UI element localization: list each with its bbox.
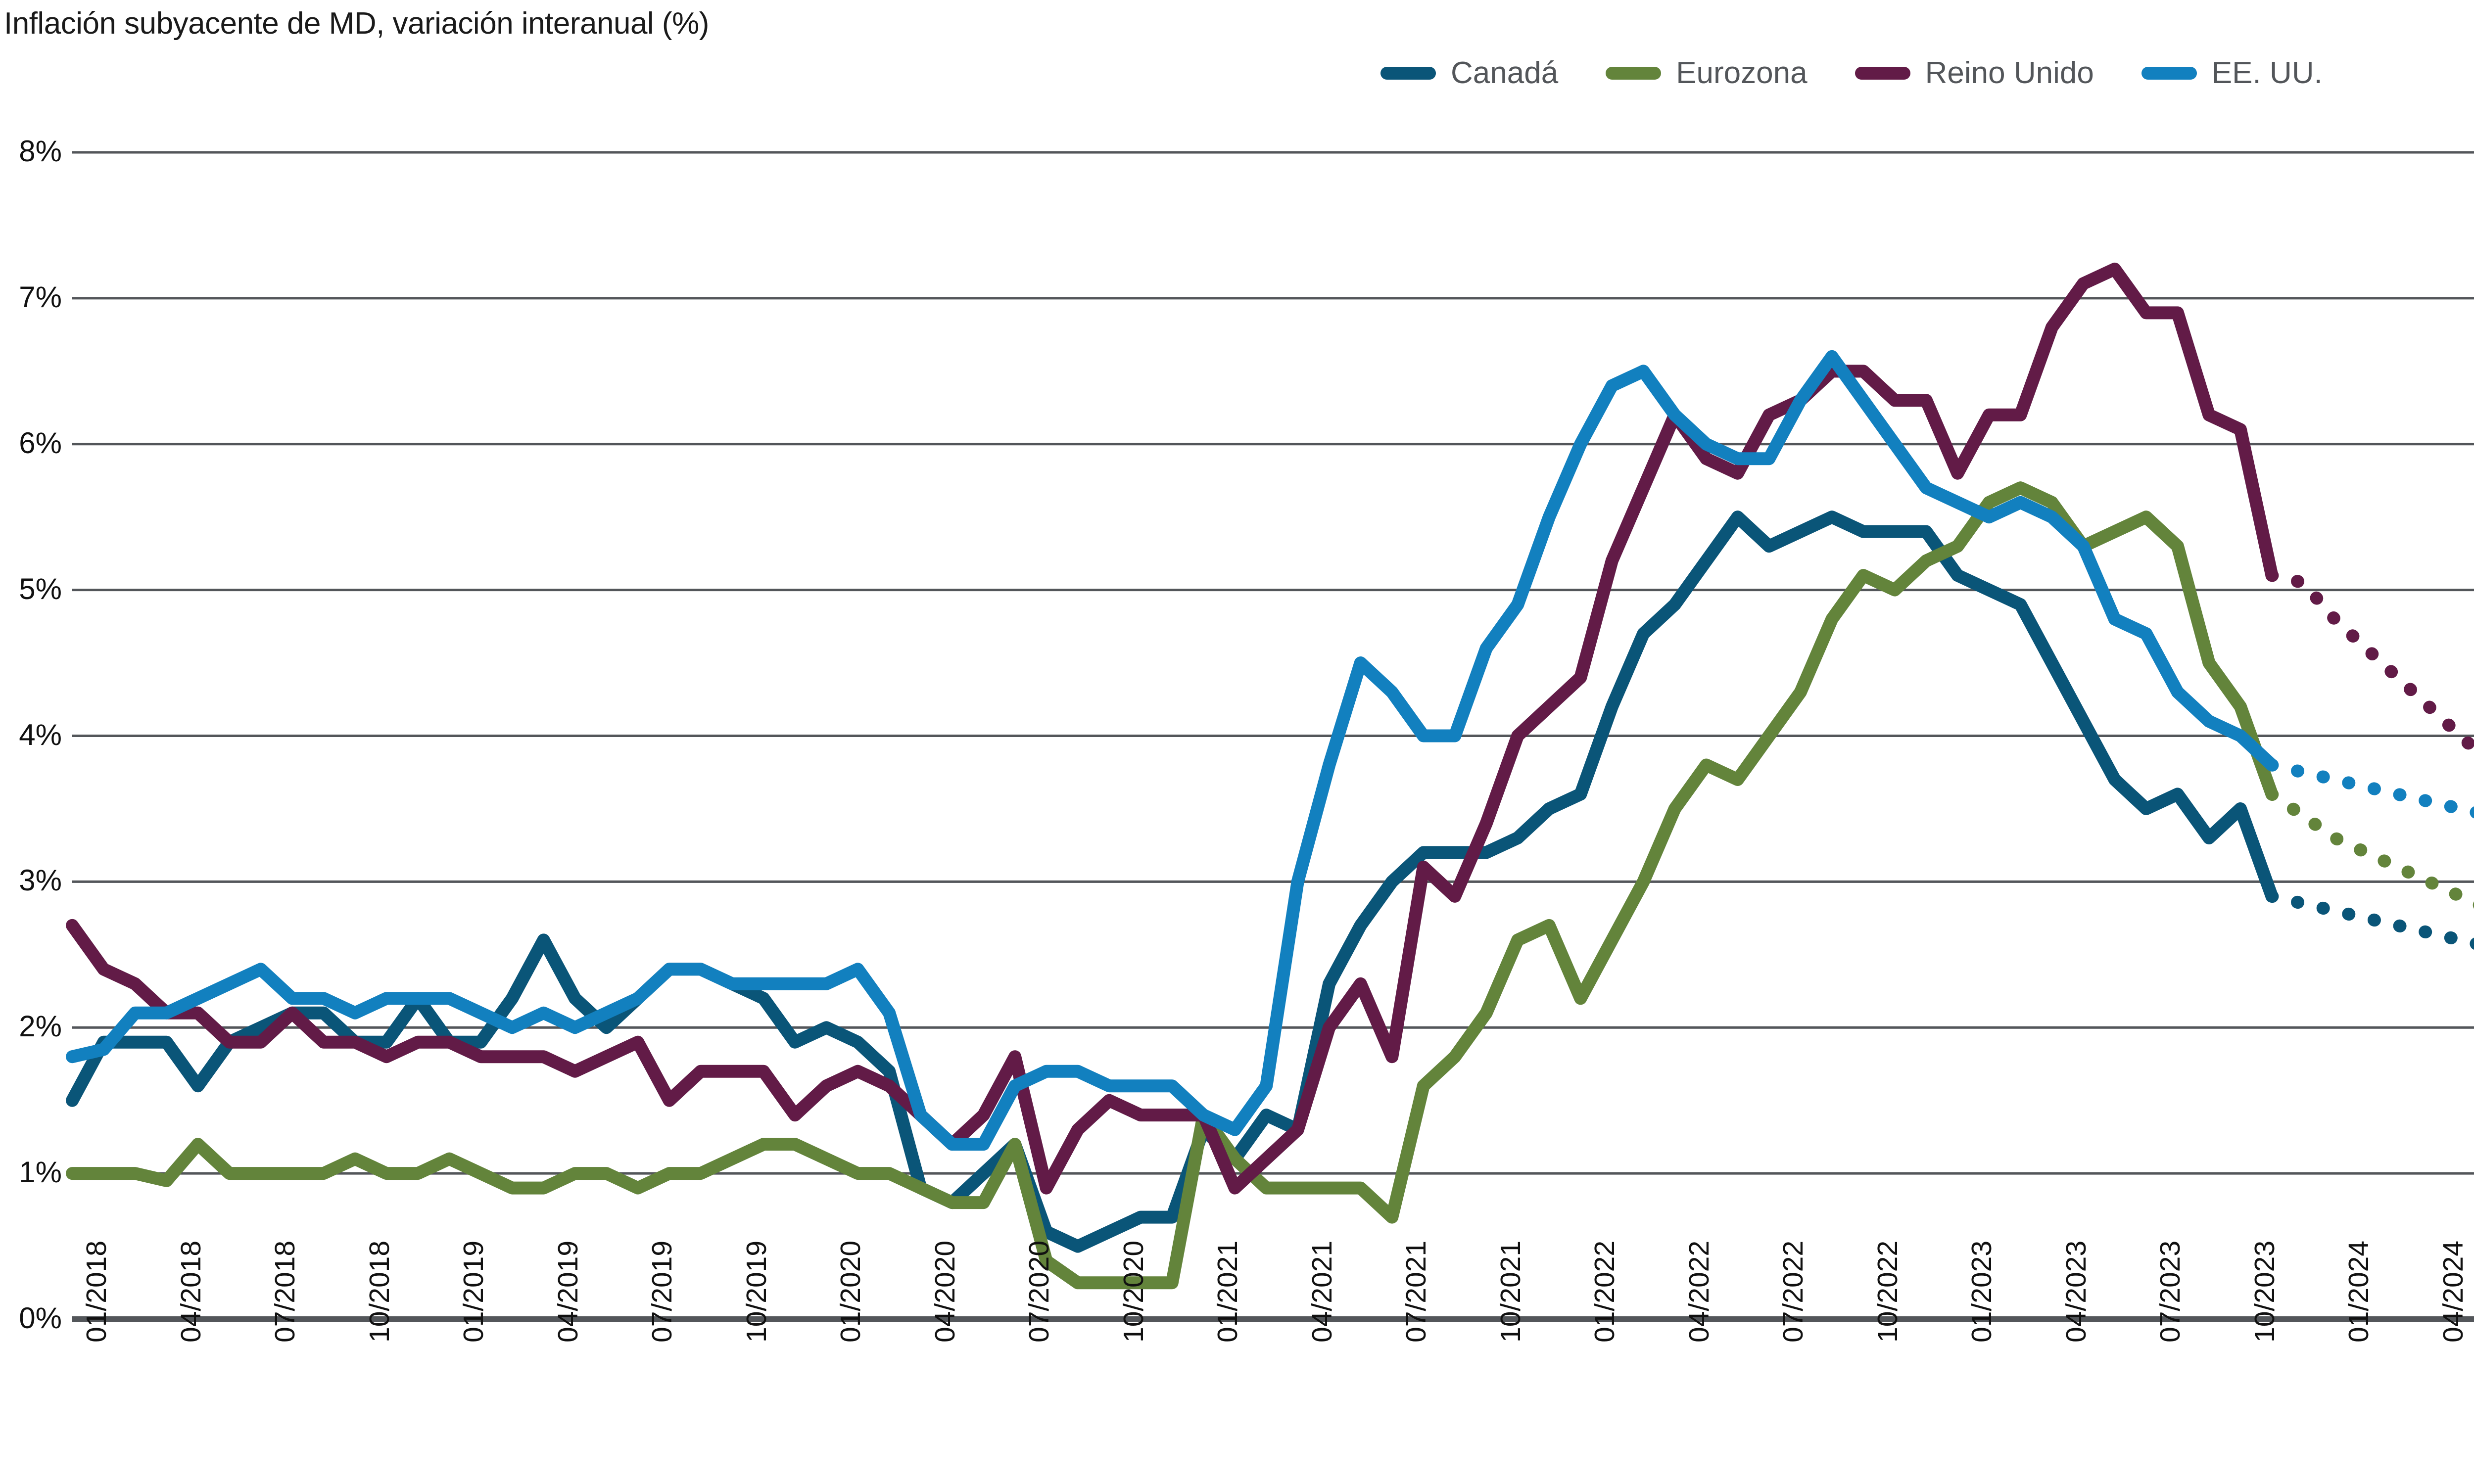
y-axis-tick-label: 2% (19, 1010, 62, 1043)
legend-item-canada[interactable]: Canadá (1380, 53, 1558, 93)
series-line-canad- (66, 510, 2279, 1253)
x-axis-tick-label: 01/2023 (1966, 1240, 1998, 1343)
legend-item-label: Eurozona (1676, 56, 1808, 90)
y-axis-tick-label: 1% (19, 1156, 62, 1189)
x-axis-tick-label: 04/2021 (1306, 1240, 1338, 1343)
series-forecast-canad- (2265, 889, 2474, 950)
y-axis-tick-label: 5% (19, 572, 62, 605)
x-axis-tick-label: 07/2022 (1777, 1240, 1809, 1343)
legend-item-ee_uu[interactable]: EE. UU. (2141, 53, 2323, 93)
x-axis-tick-label: 10/2019 (740, 1240, 772, 1343)
y-axis-tick-label: 3% (19, 864, 62, 897)
y-axis-tick-label: 0% (19, 1301, 62, 1335)
x-axis-tick-label: 04/2022 (1683, 1240, 1715, 1343)
x-axis-tick-label: 10/2018 (363, 1240, 395, 1343)
y-axis-tick-label: 4% (19, 718, 62, 751)
y-axis-tick-label: 6% (19, 426, 62, 460)
legend-swatch-icon (2141, 67, 2197, 80)
legend-swatch-icon (1855, 67, 1910, 80)
legend-swatch-icon (1380, 67, 1436, 80)
page-title: Inflación subyacente de MD, variación in… (4, 6, 709, 41)
x-axis-tick-label: 04/2020 (929, 1240, 961, 1343)
y-axis-tick-label: 7% (19, 280, 62, 314)
x-axis-tick-label: 10/2022 (1871, 1240, 1903, 1343)
x-axis-tick-label: 01/2020 (835, 1240, 867, 1343)
x-axis-tick-label: 07/2021 (1400, 1240, 1432, 1343)
x-axis-tick-label: 07/2023 (2154, 1240, 2187, 1343)
x-axis-tick-label: 01/2024 (2343, 1240, 2375, 1343)
series-line-ee-uu- (66, 350, 2279, 1151)
x-axis-tick-label: 01/2019 (458, 1240, 490, 1343)
y-axis-tick-label: 8% (19, 135, 62, 168)
legend-swatch-icon (1606, 67, 1662, 80)
legend-item-label: Reino Unido (1925, 56, 2094, 90)
legend-item-label: EE. UU. (2211, 56, 2323, 90)
x-axis-tick-label: 04/2024 (2437, 1240, 2469, 1343)
series-line-eurozona (66, 481, 2279, 1290)
x-axis-tick-label: 07/2020 (1023, 1240, 1055, 1343)
series-forecast-ee-uu- (2265, 758, 2474, 819)
x-axis-tick-label: 04/2023 (2060, 1240, 2092, 1343)
x-axis-tick-label: 01/2021 (1212, 1240, 1244, 1343)
legend-item-reino_unido[interactable]: Reino Unido (1855, 53, 2094, 93)
x-axis-tick-label: 10/2021 (1494, 1240, 1526, 1343)
x-axis-tick-label: 01/2022 (1589, 1240, 1621, 1343)
x-axis-tick-label: 01/2018 (81, 1240, 112, 1343)
x-axis-tick-label: 10/2023 (2248, 1240, 2281, 1343)
x-axis-tick-label: 07/2019 (646, 1240, 678, 1343)
x-axis-tick-label: 04/2018 (175, 1240, 207, 1343)
series-line-reino-unido (66, 262, 2279, 1195)
chart-legend: Canadá Eurozona Reino Unido EE. UU. (1380, 53, 2323, 93)
series-forecast-reino-unido (2265, 569, 2474, 757)
x-axis-tick-label: 10/2020 (1117, 1240, 1149, 1343)
x-axis-tick-label: 07/2018 (269, 1240, 301, 1343)
legend-item-eurozona[interactable]: Eurozona (1606, 53, 1808, 93)
legend-item-label: Canadá (1451, 56, 1559, 90)
x-axis-tick-label: 04/2019 (552, 1240, 584, 1343)
series-forecast-eurozona (2265, 788, 2474, 910)
